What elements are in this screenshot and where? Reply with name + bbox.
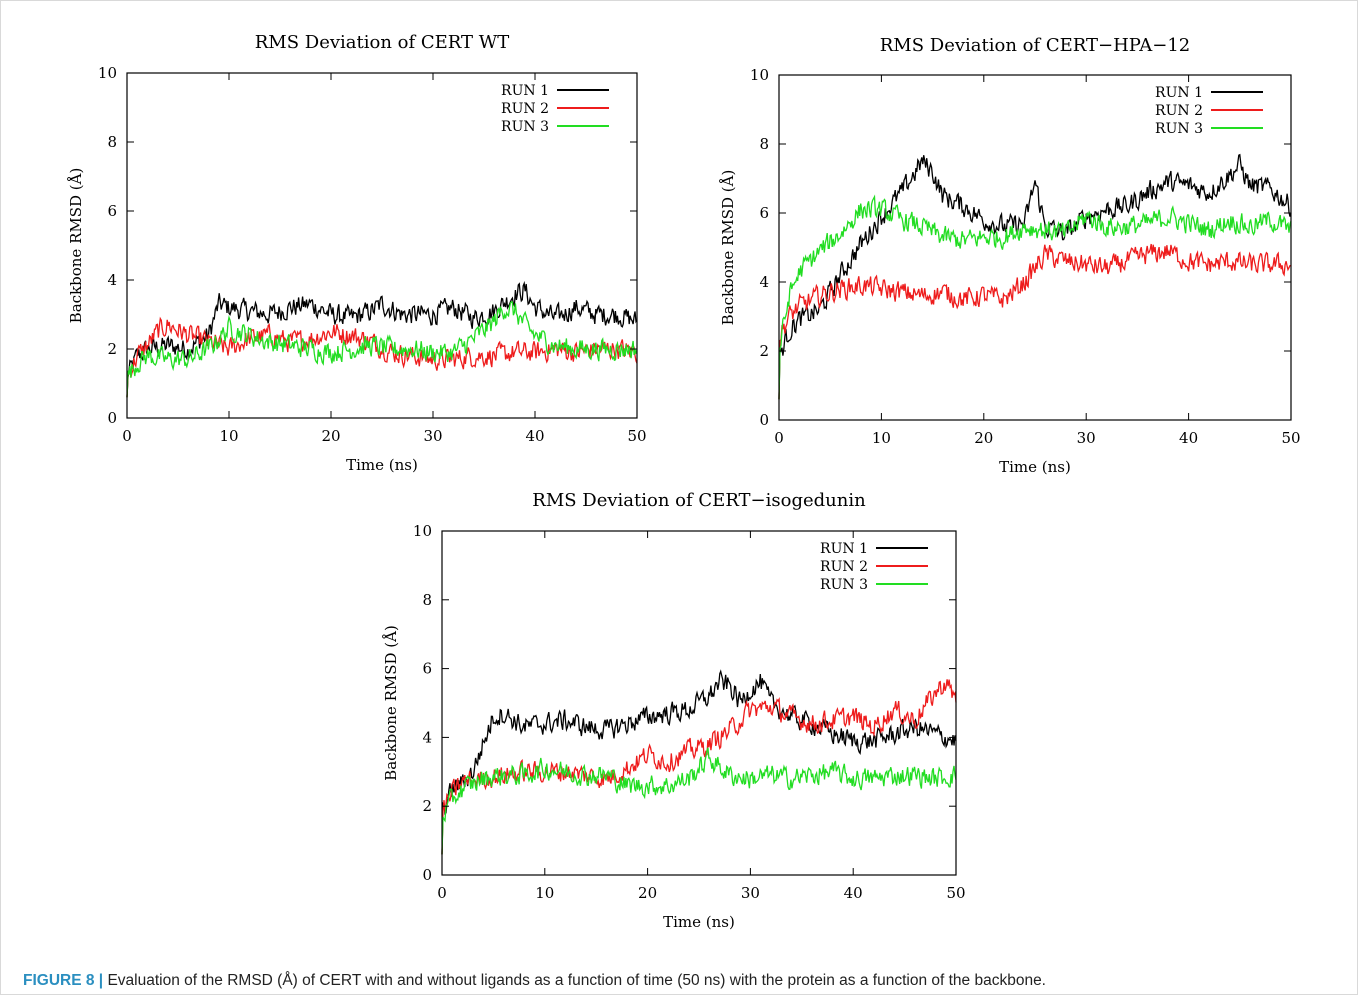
y-tick-label: 8 <box>759 135 769 153</box>
legend-label-run-3: RUN 3 <box>1155 121 1203 137</box>
x-tick-label: 40 <box>525 427 544 445</box>
x-tick-label: 30 <box>1077 429 1096 447</box>
series-line-run-2 <box>126 316 638 398</box>
x-tick-label: 30 <box>423 427 442 445</box>
y-tick-label: 10 <box>98 64 117 82</box>
y-axis-label: Backbone RMSD (Å) <box>67 168 85 324</box>
plot-frame <box>778 74 1292 421</box>
series-line-run-2 <box>441 679 957 855</box>
legend-label-run-2: RUN 2 <box>501 101 549 117</box>
y-tick-label: 6 <box>759 204 769 222</box>
y-tick-label: 8 <box>422 591 432 609</box>
y-tick-label: 4 <box>422 728 432 746</box>
legend-label-run-1: RUN 1 <box>1155 85 1203 101</box>
x-tick-label: 0 <box>437 884 447 902</box>
y-axis-label: Backbone RMSD (Å) <box>382 625 400 781</box>
x-tick-label: 0 <box>122 427 132 445</box>
x-tick-label: 20 <box>321 427 340 445</box>
y-tick-label: 0 <box>107 409 117 427</box>
y-tick-label: 4 <box>759 273 769 291</box>
chart-cert-wt: RMS Deviation of CERT WT 0 10 20 30 40 50 0 2 4 6 8… <box>67 32 647 474</box>
x-tick-label: 40 <box>844 884 863 902</box>
plot-frame <box>441 530 957 876</box>
series-line-run-2 <box>778 243 1291 400</box>
y-tick-label: 2 <box>107 340 117 358</box>
y-tick-label: 0 <box>759 411 769 429</box>
legend-label-run-2: RUN 2 <box>1155 103 1203 119</box>
y-tick-label: 2 <box>759 342 769 360</box>
x-tick-label: 10 <box>872 429 891 447</box>
series-line-run-3 <box>441 747 957 855</box>
series-line-run-1 <box>778 153 1292 400</box>
x-tick-label: 10 <box>219 427 238 445</box>
x-tick-label: 50 <box>1281 429 1300 447</box>
x-tick-label: 50 <box>946 884 965 902</box>
chart-cert-hpa12: RMS Deviation of CERT−HPA−12 0 10 20 30 40 50 0… <box>719 35 1301 476</box>
x-axis-label: Time (ns) <box>663 913 735 931</box>
y-tick-label: 0 <box>422 866 432 884</box>
chart-title: RMS Deviation of CERT−isogedunin <box>532 490 866 511</box>
series-line-run-1 <box>441 669 957 855</box>
x-tick-label: 0 <box>774 429 784 447</box>
x-tick-label: 20 <box>638 884 657 902</box>
y-tick-label: 4 <box>107 271 117 289</box>
plot-frame <box>126 72 638 419</box>
legend-label-run-2: RUN 2 <box>820 559 868 575</box>
figure-caption-label: FIGURE 8 | <box>23 972 104 989</box>
x-tick-label: 20 <box>974 429 993 447</box>
y-tick-label: 2 <box>422 797 432 815</box>
legend-label-run-1: RUN 1 <box>501 83 549 99</box>
figure-caption-text: Evaluation of the RMSD (Å) of CERT with … <box>103 972 1046 989</box>
legend-label-run-1: RUN 1 <box>820 541 868 557</box>
y-tick-label: 6 <box>107 202 117 220</box>
y-tick-label: 6 <box>422 660 432 678</box>
x-tick-label: 40 <box>1179 429 1198 447</box>
y-tick-label: 8 <box>107 133 117 151</box>
x-tick-label: 30 <box>741 884 760 902</box>
y-tick-label: 10 <box>750 66 769 84</box>
chart-title: RMS Deviation of CERT WT <box>255 32 510 53</box>
y-axis-label: Backbone RMSD (Å) <box>719 170 737 326</box>
series-line-run-3 <box>126 300 638 398</box>
legend-label-run-3: RUN 3 <box>501 119 549 135</box>
chart-title: RMS Deviation of CERT−HPA−12 <box>880 35 1191 56</box>
x-axis-label: Time (ns) <box>346 456 418 474</box>
y-tick-label: 10 <box>413 522 432 540</box>
series-line-run-1 <box>126 280 638 398</box>
x-tick-label: 50 <box>627 427 646 445</box>
legend-label-run-3: RUN 3 <box>820 577 868 593</box>
series-line-run-3 <box>778 194 1292 400</box>
x-tick-label: 10 <box>535 884 554 902</box>
x-axis-label: Time (ns) <box>999 458 1071 476</box>
figure-caption: FIGURE 8 | Evaluation of the RMSD (Å) of… <box>23 972 1343 990</box>
